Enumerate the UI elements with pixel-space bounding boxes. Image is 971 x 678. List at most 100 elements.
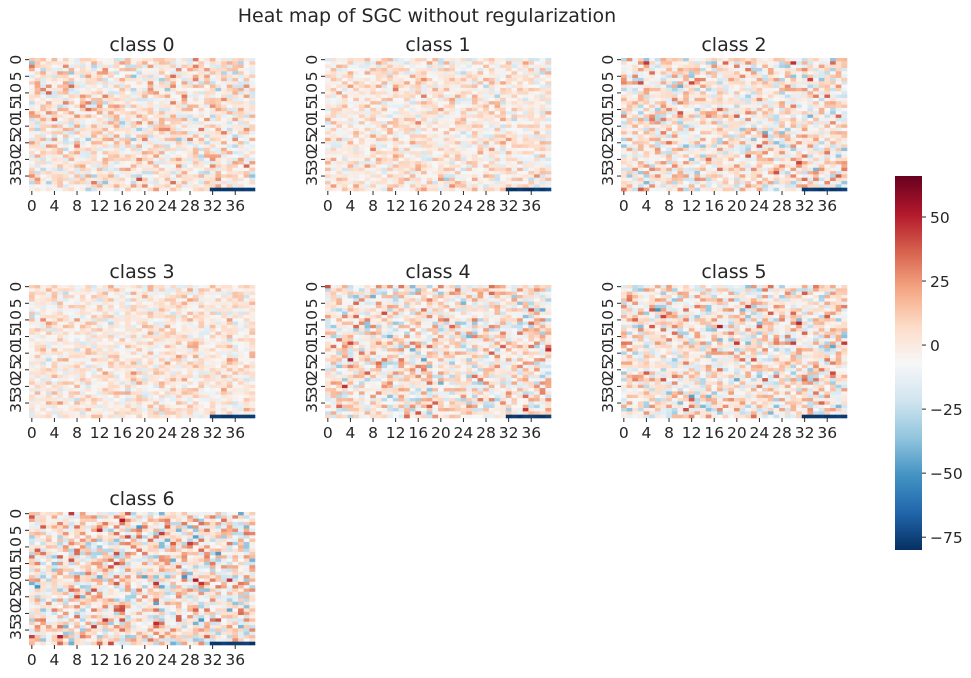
heatmap-cell [40, 104, 47, 109]
heatmap-cell [728, 87, 735, 92]
heatmap-cell [438, 87, 444, 92]
heatmap-cell [404, 107, 411, 112]
heatmap-cell [192, 114, 199, 119]
heatmap-cell [637, 131, 644, 135]
heatmap-cell [750, 71, 757, 75]
heatmap-cell [34, 127, 41, 132]
heatmap-cell [91, 114, 98, 119]
heatmap-cell [51, 114, 58, 119]
heatmap-cell [392, 71, 399, 75]
heatmap-cell [108, 97, 115, 102]
heatmap-cell [62, 288, 69, 292]
heatmap-cell [767, 181, 774, 185]
heatmap-cell [643, 167, 650, 172]
heatmap-cell [198, 174, 205, 179]
heatmap-cell [415, 161, 422, 165]
heatmap-cell [471, 71, 478, 75]
heatmap-cell [460, 64, 467, 69]
heatmap-cell [671, 81, 678, 85]
heatmap-cell [632, 64, 639, 69]
heatmap-cell [471, 187, 478, 192]
heatmap-cell [643, 111, 650, 115]
heatmap-cell [649, 154, 656, 159]
heatmap-cell [688, 141, 695, 145]
heatmap-cell [705, 127, 712, 132]
heatmap-cell [432, 184, 439, 188]
heatmap-cell [85, 114, 92, 119]
heatmap-cell [801, 137, 808, 142]
heatmap-cell [660, 144, 667, 149]
heatmap-cell [477, 171, 484, 175]
heatmap-cell [79, 94, 86, 99]
heatmap-cell [528, 177, 535, 182]
heatmap-cell [29, 97, 35, 102]
heatmap-cell [756, 101, 763, 105]
heatmap-cell [164, 181, 171, 185]
heatmap-cell [637, 64, 644, 69]
heatmap-cell [734, 147, 740, 152]
heatmap-cell [358, 67, 365, 72]
heatmap-cell [347, 157, 354, 162]
heatmap-cell [125, 94, 131, 99]
heatmap-cell [29, 74, 35, 79]
heatmap-cell [187, 101, 194, 105]
heatmap-cell [739, 171, 746, 175]
heatmap-cell [818, 167, 825, 172]
heatmap-cell [125, 288, 131, 292]
heatmap-cell [500, 101, 507, 105]
heatmap-cell [454, 121, 461, 125]
heatmap-cell [29, 67, 35, 72]
heatmap-cell [745, 74, 752, 79]
heatmap-cell [626, 64, 633, 69]
heatmap-cell [632, 61, 639, 65]
heatmap-cell [483, 131, 490, 135]
heatmap-cell [51, 87, 58, 92]
heatmap-cell [432, 114, 439, 119]
heatmap-cell [232, 101, 239, 105]
heatmap-cell [477, 161, 484, 165]
heatmap-cell [694, 87, 701, 92]
heatmap-cell [181, 157, 188, 162]
heatmap-cell [734, 71, 740, 75]
heatmap-cell [136, 137, 143, 142]
heatmap-cell [62, 147, 69, 152]
heatmap-cell [471, 181, 478, 185]
heatmap-cell [438, 134, 444, 139]
heatmap-cell [539, 121, 546, 125]
heatmap-cell [717, 121, 723, 125]
heatmap-cell [517, 104, 524, 109]
heatmap-cell [500, 181, 507, 185]
heatmap-cell [432, 144, 439, 149]
heatmap-cell [677, 104, 684, 109]
heatmap-cell [68, 104, 75, 109]
heatmap-cell [813, 104, 820, 109]
heatmap-cell [226, 141, 233, 145]
heatmap-cell [330, 144, 337, 149]
heatmap-cell [545, 87, 552, 92]
heatmap-cell [471, 58, 478, 62]
heatmap-cell [438, 177, 444, 182]
heatmap-cell [170, 137, 177, 142]
heatmap-cell [325, 67, 331, 72]
heatmap-cell [460, 154, 467, 159]
heatmap-cell [398, 154, 405, 159]
heatmap-cell [381, 67, 388, 72]
heatmap-cell [158, 151, 165, 155]
heatmap-cell [426, 71, 433, 75]
heatmap-cell [226, 171, 233, 175]
heatmap-cell [722, 101, 729, 105]
heatmap-cell [404, 164, 411, 169]
heatmap-cell [734, 61, 740, 65]
heatmap-cell [415, 67, 422, 72]
heatmap-cell [500, 184, 507, 188]
heatmap-cell [181, 71, 188, 75]
heatmap-cell [57, 131, 64, 135]
heatmap-cell [209, 151, 216, 155]
heatmap-cell [370, 58, 377, 62]
heatmap-cell [700, 87, 707, 92]
heatmap-cell [637, 144, 644, 149]
heatmap-cell [700, 104, 707, 109]
heatmap-cell [130, 91, 137, 95]
heatmap-cell [500, 174, 507, 179]
heatmap-cell [85, 64, 92, 69]
